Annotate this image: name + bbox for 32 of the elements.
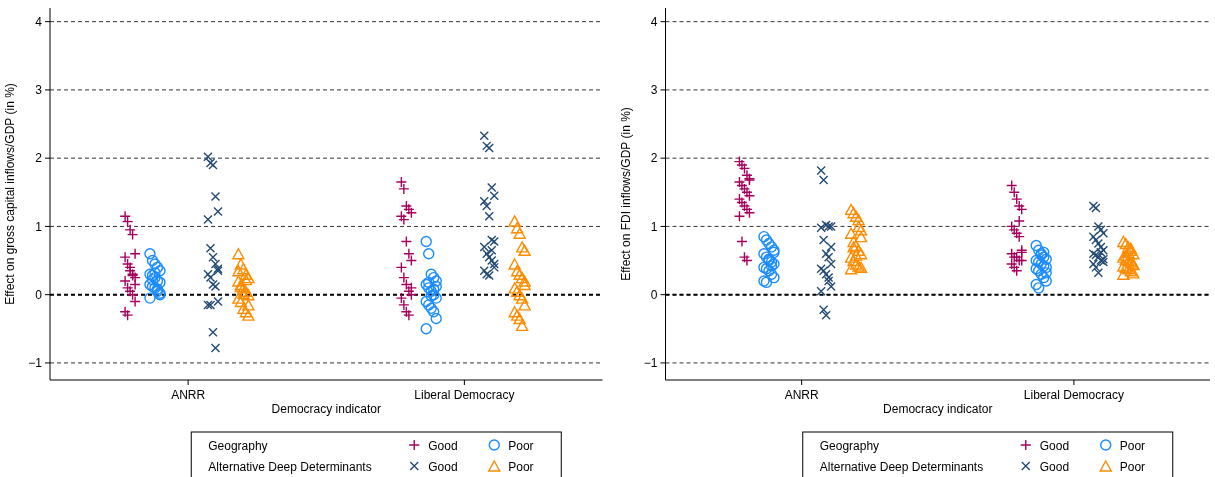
- x-axis-title: Democracy indicator: [271, 402, 381, 416]
- y-tick-label: 2: [650, 151, 658, 166]
- y-axis-title: Effect on FDI inflows/GDP (in %): [618, 107, 633, 281]
- y-tick-label: 3: [650, 83, 658, 98]
- x-tick-label: ANRR: [784, 388, 819, 402]
- legend-label: Poor: [508, 460, 534, 475]
- legend-label: Poor: [508, 439, 534, 454]
- y-tick-label: 0: [35, 287, 43, 302]
- y-tick-label: 2: [35, 151, 43, 166]
- y-tick-label: −1: [643, 356, 658, 371]
- legend-label: Poor: [1119, 439, 1146, 454]
- legend-label: Good: [1039, 460, 1070, 475]
- y-tick-label: 3: [35, 83, 43, 98]
- y-tick-label: 1: [35, 219, 43, 234]
- y-tick-label: 0: [650, 287, 658, 302]
- text: Alternative Deep Determinants: [819, 460, 984, 475]
- y-tick-label: −1: [28, 356, 43, 371]
- x-tick-label: ANRR: [171, 388, 206, 402]
- text: Alternative Deep Determinants: [208, 460, 372, 475]
- x-axis-title: Democracy indicator: [883, 402, 993, 416]
- text: Geography: [208, 439, 268, 454]
- y-axis-title: Effect on gross capital inflows/GDP (in %): [3, 83, 17, 305]
- legend-label: Good: [1039, 439, 1070, 454]
- y-tick-label: 4: [650, 14, 658, 29]
- y-tick-label: 1: [650, 219, 658, 234]
- text: Geography: [819, 439, 880, 454]
- legend-label: Good: [428, 439, 458, 454]
- legend-label: Poor: [1119, 460, 1146, 475]
- x-tick-label: Liberal Democracy: [1023, 388, 1124, 402]
- legend-label: Good: [428, 460, 458, 475]
- x-tick-label: Liberal Democracy: [414, 388, 515, 402]
- y-tick-label: 4: [35, 14, 43, 29]
